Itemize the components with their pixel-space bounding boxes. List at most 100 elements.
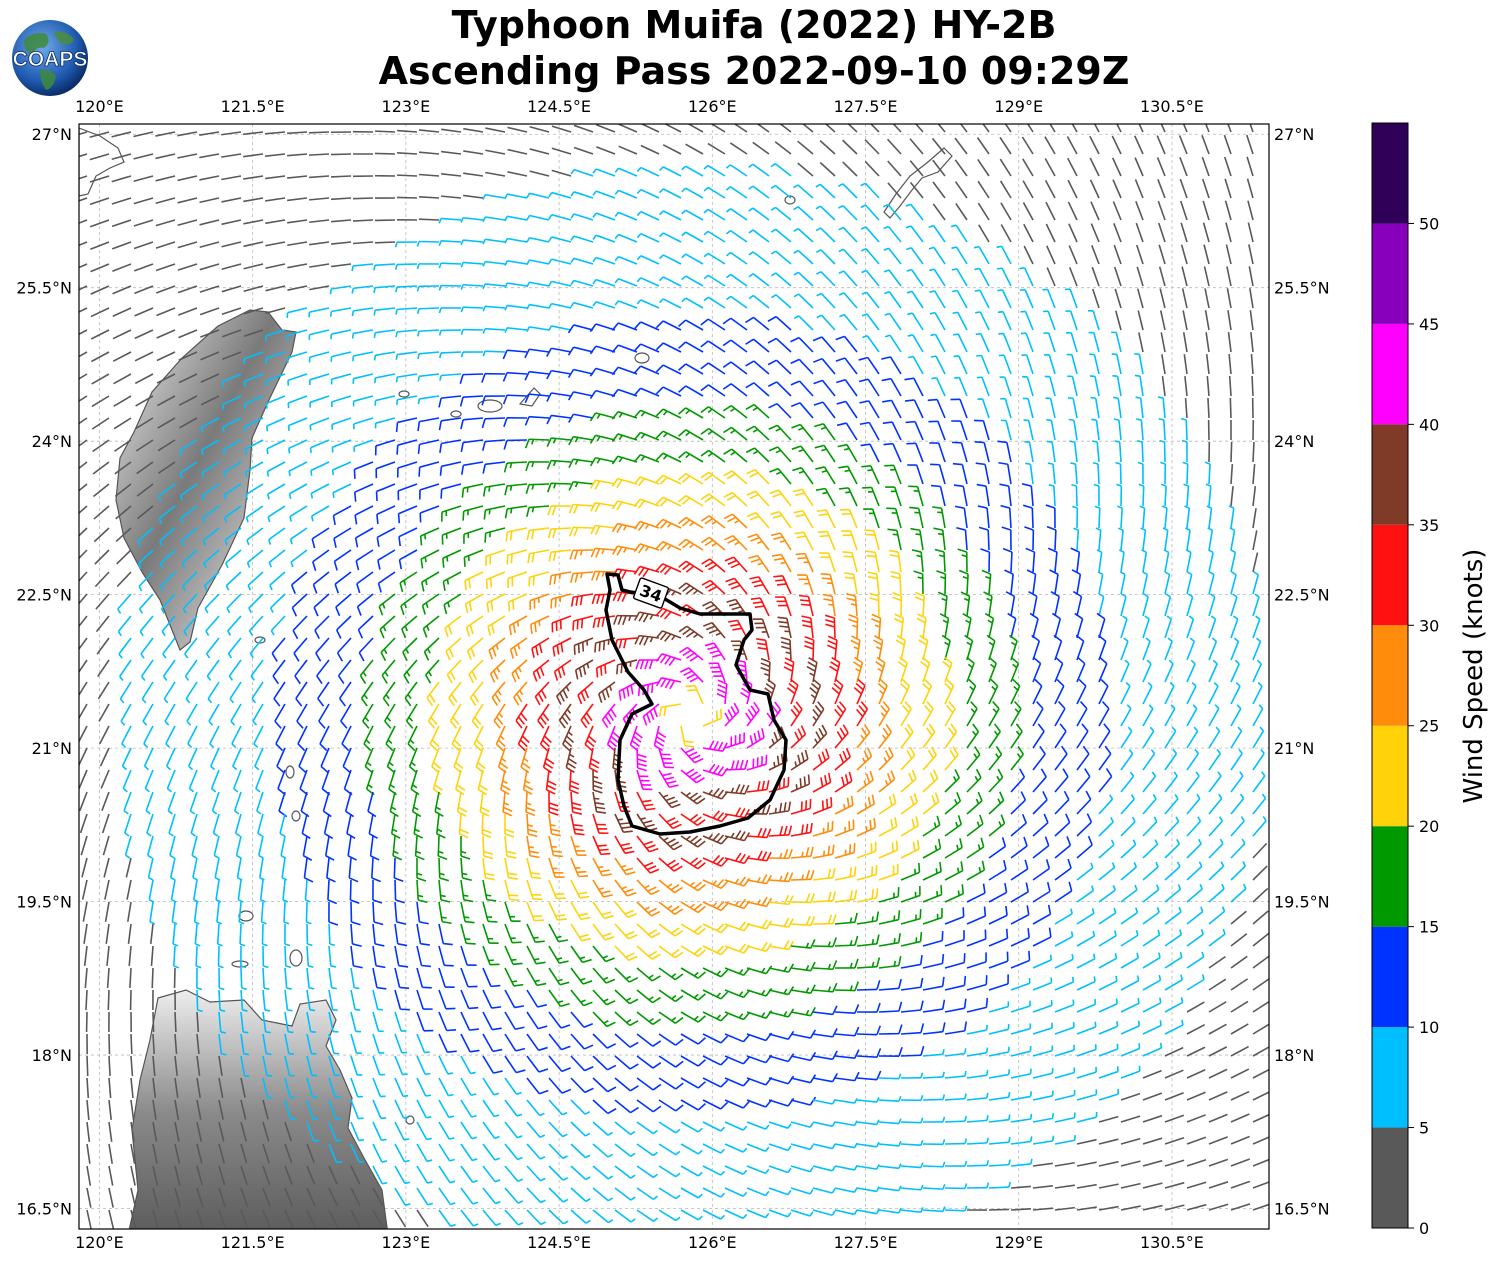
- wind-barb: [287, 263, 308, 269]
- wind-barb: [418, 218, 440, 221]
- wind-barb: [287, 373, 308, 386]
- wind-barb: [884, 291, 902, 309]
- wind-barb: [726, 295, 748, 309]
- wind-barb: [883, 203, 902, 221]
- wind-barb: [438, 351, 462, 359]
- wind-barb: [596, 124, 616, 133]
- wind-barb: [79, 549, 88, 560]
- wind-barb: [203, 549, 220, 569]
- lat-tick-label-right: 27°N: [1274, 125, 1314, 144]
- wind-barb: [373, 329, 396, 339]
- wind-barb: [91, 417, 110, 430]
- wind-barb: [815, 205, 836, 221]
- wind-barb: [177, 175, 198, 182]
- wind-barb: [1088, 331, 1100, 353]
- wind-barb: [768, 446, 792, 463]
- wind-barb: [247, 571, 264, 591]
- wind-barb: [309, 439, 330, 454]
- wind-barb: [1207, 397, 1210, 419]
- wind-barb: [815, 466, 836, 485]
- wind-barb: [525, 505, 550, 517]
- colorbar-bin: [1372, 123, 1408, 224]
- wind-barb: [331, 439, 352, 453]
- wind-barb: [1020, 310, 1034, 331]
- wind-barb: [999, 180, 1012, 199]
- colorbar-tick-label: 0: [1419, 1219, 1429, 1238]
- wind-barb: [439, 439, 462, 454]
- wind-barb: [463, 150, 484, 155]
- wind-barb: [1022, 180, 1034, 199]
- wind-barb: [287, 241, 308, 247]
- wind-barb: [548, 191, 572, 199]
- wind-barb: [886, 138, 902, 155]
- wind-barb: [1114, 288, 1122, 309]
- wind-barb: [568, 413, 594, 423]
- wind-barb: [395, 351, 418, 360]
- wind-barb: [221, 153, 242, 158]
- wind-barb: [614, 189, 638, 199]
- wind-barb: [503, 439, 528, 450]
- wind-barb: [331, 461, 352, 476]
- wind-barb: [976, 137, 990, 155]
- wind-barb: [1157, 222, 1166, 243]
- wind-barb: [92, 461, 110, 475]
- wind-barb: [221, 197, 242, 203]
- wind-barb: [596, 146, 616, 155]
- wind-barb: [395, 417, 418, 432]
- wind-barb: [1022, 202, 1034, 221]
- wind-barb: [460, 439, 484, 453]
- wind-barb: [858, 378, 880, 397]
- wind-barb: [502, 349, 528, 360]
- wind-barb: [793, 293, 814, 309]
- wind-barb: [265, 131, 286, 135]
- wind-barb: [133, 241, 154, 250]
- wind-barb: [157, 439, 176, 452]
- wind-barb: [308, 307, 330, 318]
- wind-barb: [178, 307, 198, 316]
- wind-barb: [633, 476, 660, 487]
- iriomote-island: [450, 410, 462, 418]
- wind-barb: [1161, 354, 1166, 375]
- wind-barb: [681, 187, 704, 199]
- wind-barb: [79, 219, 88, 224]
- wind-barb: [1046, 267, 1056, 287]
- wind-barb: [351, 329, 374, 339]
- wind-barb: [1134, 352, 1144, 375]
- wind-barb: [1116, 124, 1122, 133]
- wind-barb: [568, 503, 594, 514]
- wind-barb: [567, 346, 594, 356]
- wind-barb: [265, 197, 286, 202]
- wind-barb: [636, 166, 660, 177]
- wind-barb: [703, 186, 726, 199]
- wind-barb: [1019, 288, 1034, 309]
- wind-barb: [930, 463, 946, 485]
- wind-barb: [977, 202, 990, 221]
- wind-barb: [79, 153, 88, 158]
- wind-barb: [528, 571, 550, 587]
- wind-barb: [932, 159, 946, 177]
- wind-barb: [90, 285, 110, 295]
- wind-barb: [130, 1033, 133, 1055]
- wind-barb: [952, 311, 968, 331]
- wind-barb: [548, 549, 572, 562]
- lat-tick-label-left: 16.5°N: [16, 1200, 72, 1219]
- wind-barb: [1182, 461, 1189, 485]
- title-line-1: Typhoon Muifa (2022) HY-2B: [451, 3, 1057, 47]
- wind-barb: [221, 175, 242, 181]
- wind-barb: [330, 329, 352, 340]
- wind-barb: [374, 152, 396, 155]
- wind-barb: [1045, 223, 1056, 243]
- wind-barb: [1067, 201, 1078, 221]
- wind-barb: [659, 210, 682, 221]
- wind-barb: [636, 277, 660, 287]
- wind-barb: [907, 464, 924, 485]
- wind-barb: [199, 153, 220, 159]
- wind-barb: [1046, 418, 1056, 441]
- wind-barb: [1230, 441, 1233, 463]
- wind-barb: [567, 324, 594, 334]
- wind-barb: [1066, 353, 1078, 375]
- wind-barb: [1249, 288, 1254, 309]
- wind-barb: [592, 301, 616, 309]
- wind-barb: [312, 549, 330, 572]
- wind-barb: [816, 509, 836, 529]
